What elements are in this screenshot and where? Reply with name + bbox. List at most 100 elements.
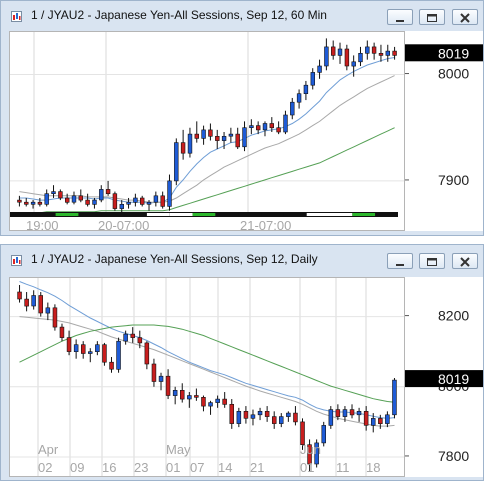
- candle-body: [358, 52, 363, 63]
- title-bar[interactable]: 1 / JYAU2 - Japanese Yen-All Sessions, S…: [1, 245, 483, 275]
- candle-body: [24, 201, 29, 205]
- candle-body: [109, 361, 114, 370]
- month-axis-label: Apr: [38, 442, 59, 457]
- candle-body: [180, 142, 186, 154]
- candle-body: [165, 375, 171, 396]
- candle-body: [144, 342, 150, 365]
- time-axis-label: 19:00: [26, 218, 59, 231]
- minimize-icon: [396, 20, 404, 22]
- day-axis-label: 02: [38, 460, 52, 475]
- candle-body: [296, 93, 302, 103]
- candle-body: [112, 193, 118, 209]
- candle-body: [370, 418, 376, 426]
- candle-body: [371, 46, 377, 54]
- candle-body: [342, 409, 348, 417]
- minimize-icon: [396, 264, 404, 266]
- candle-body: [290, 101, 295, 116]
- candle-body: [81, 344, 86, 354]
- day-axis-label: 01: [300, 460, 314, 475]
- candle-body: [242, 127, 247, 148]
- chart-window-60min: 1 / JYAU2 - Japanese Yen-All Sessions, S…: [0, 0, 484, 236]
- session-segment: [169, 213, 193, 216]
- last-price-marker: [405, 44, 483, 62]
- candle-body: [310, 72, 315, 86]
- price-axis[interactable]: 8200800078008019: [405, 277, 483, 477]
- session-segment: [192, 213, 216, 216]
- day-axis-label: 23: [134, 460, 148, 475]
- candle-body: [92, 199, 97, 205]
- candle-body: [392, 50, 397, 56]
- candle-body: [208, 129, 213, 137]
- candlestick-chart: 19:00 20-07:00 21-07:00: [10, 32, 404, 231]
- candle-body: [151, 363, 157, 382]
- day-axis-label: 11: [336, 460, 350, 475]
- candle-body: [38, 295, 43, 314]
- candlestick-chart: Apr May Jun 02 09 16 23 01 07 14 21 01 11 18: [10, 278, 404, 476]
- candle-body: [257, 411, 263, 416]
- candle-body: [30, 201, 36, 205]
- candle-body: [249, 125, 254, 128]
- candle-body: [133, 197, 138, 203]
- candle-body: [73, 344, 79, 352]
- candle-body: [64, 197, 70, 203]
- maximize-button[interactable]: [419, 253, 445, 269]
- candle-body: [378, 52, 384, 56]
- candle-body: [250, 414, 256, 419]
- price-axis[interactable]: 8000 7900 8019: [405, 31, 483, 231]
- session-segment: [10, 213, 33, 216]
- session-segment: [306, 213, 330, 216]
- candle-body: [194, 133, 199, 139]
- candle-body: [243, 411, 249, 419]
- maximize-button[interactable]: [419, 9, 445, 25]
- candle-body: [137, 337, 143, 344]
- price-axis-labels: 8200800078008019: [405, 308, 483, 464]
- last-price-marker: [405, 370, 483, 388]
- candle-body: [180, 390, 185, 400]
- candle-body: [58, 191, 63, 199]
- candle-body: [286, 412, 291, 417]
- last-price-label: 8019: [438, 371, 469, 387]
- candle-body: [228, 133, 234, 137]
- price-plot-area[interactable]: Apr May Jun 02 09 16 23 01 07 14 21 01 11 18: [9, 277, 405, 477]
- moving-average-line: [19, 75, 395, 203]
- candle-body: [153, 195, 159, 203]
- candle-body: [215, 398, 220, 403]
- session-segment: [215, 213, 239, 216]
- window-title: 1 / JYAU2 - Japanese Yen-All Sessions, S…: [31, 252, 318, 266]
- candle-body: [116, 340, 121, 370]
- moving-average-line: [19, 127, 395, 214]
- session-segment: [146, 213, 170, 216]
- title-bar[interactable]: 1 / JYAU2 - Japanese Yen-All Sessions, S…: [1, 1, 483, 31]
- session-segment: [283, 213, 307, 216]
- candle-body: [328, 409, 334, 426]
- candle-body: [105, 189, 111, 194]
- candle-body: [174, 142, 179, 182]
- candle-body: [45, 307, 51, 314]
- candle-body: [215, 136, 220, 141]
- session-segment: [375, 213, 398, 216]
- close-button[interactable]: [452, 253, 478, 269]
- candle-body: [256, 125, 261, 131]
- month-axis-label: May: [166, 442, 191, 457]
- session-segment: [32, 213, 56, 216]
- price-tick-label: 7900: [438, 172, 469, 188]
- candle-body: [99, 189, 104, 201]
- chart-window-daily: 1 / JYAU2 - Japanese Yen-All Sessions, S…: [0, 244, 484, 481]
- minimize-button[interactable]: [387, 253, 413, 269]
- close-icon: [460, 257, 470, 267]
- candle-body: [317, 65, 322, 73]
- candle-body: [276, 127, 281, 133]
- close-button[interactable]: [452, 9, 478, 25]
- candle-body: [146, 201, 152, 205]
- session-segment: [238, 213, 261, 216]
- day-axis-label: 21: [250, 460, 264, 475]
- price-plot-area[interactable]: 19:00 20-07:00 21-07:00: [9, 31, 405, 231]
- price-axis-labels: 8000 7900 8019: [405, 44, 483, 188]
- session-segment: [329, 213, 353, 216]
- price-tick-label: 8200: [438, 308, 469, 324]
- minimize-button[interactable]: [387, 9, 413, 25]
- candle-body: [283, 114, 288, 133]
- candle-body: [337, 48, 343, 56]
- candle-body: [307, 444, 312, 465]
- candle-body: [321, 425, 326, 444]
